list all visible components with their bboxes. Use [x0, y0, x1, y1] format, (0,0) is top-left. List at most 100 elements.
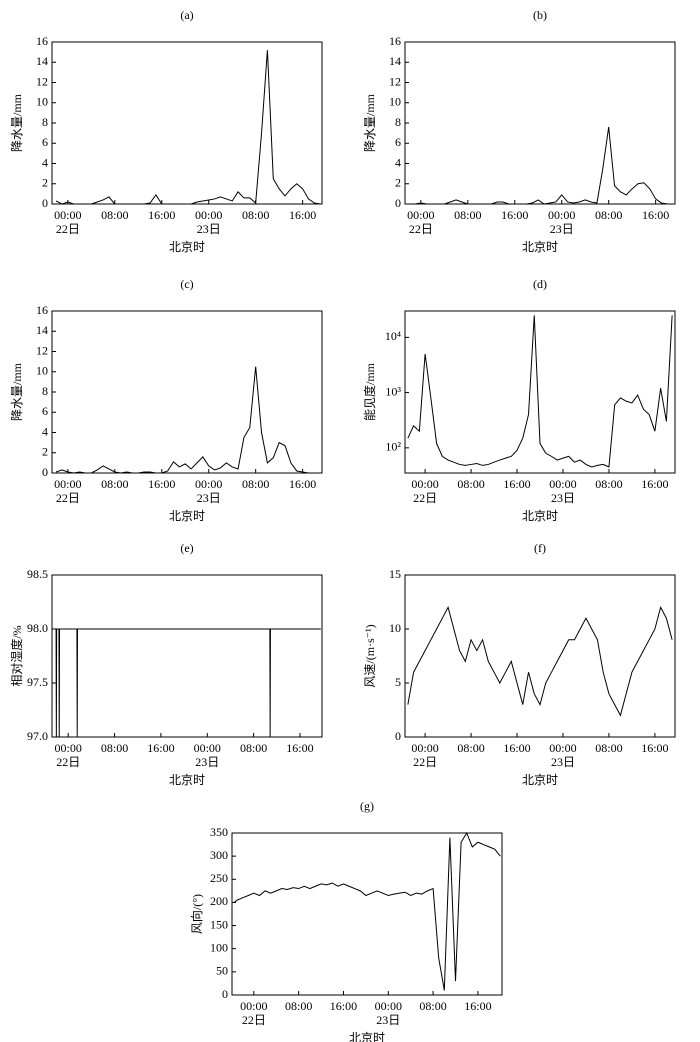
y-tick-label: 250: [210, 871, 228, 885]
day-label: 22日: [242, 1013, 266, 1027]
y-axis-label: 相对湿度/%: [9, 625, 24, 686]
y-tick-label: 0: [395, 729, 401, 743]
y-axis-label: 降水量/mm: [363, 93, 377, 152]
y-tick-label: 0: [42, 196, 48, 210]
x-tick-label: 16:00: [289, 208, 316, 222]
y-tick-label: 16: [389, 34, 401, 48]
day-label: 23日: [197, 491, 221, 505]
x-tick-label: 16:00: [289, 477, 316, 491]
x-tick-label: 08:00: [101, 477, 128, 491]
x-tick-label: 08:00: [419, 999, 446, 1013]
plot-frame: [404, 310, 676, 474]
x-axis-label: 北京时: [522, 509, 558, 523]
x-tick-label: 16:00: [330, 999, 357, 1013]
plot-frame: [51, 310, 323, 474]
panel-label: (b): [533, 8, 547, 22]
y-tick-label: 10⁴: [385, 329, 401, 343]
day-label: 22日: [413, 755, 437, 769]
y-tick-label: 97.5: [27, 675, 48, 689]
data-line: [233, 831, 501, 991]
x-tick-label: 00:00: [194, 741, 221, 755]
x-tick-label: 00:00: [411, 741, 438, 755]
y-tick-label: 8: [42, 115, 48, 129]
y-tick-label: 6: [42, 404, 48, 418]
x-tick-label: 00:00: [548, 208, 575, 222]
day-label: 23日: [376, 1013, 400, 1027]
x-tick-label: 16:00: [501, 208, 528, 222]
x-tick-label: 16:00: [147, 741, 174, 755]
x-tick-label: 00:00: [549, 477, 576, 491]
plot-frame: [231, 832, 503, 996]
y-tick-label: 10³: [385, 384, 401, 398]
x-axis-label: 北京时: [169, 240, 205, 254]
x-tick-label: 08:00: [595, 477, 622, 491]
x-tick-label: 16:00: [641, 741, 668, 755]
panel-label: (a): [180, 8, 193, 22]
data-line: [409, 126, 674, 205]
plot-frame: [404, 574, 676, 738]
plot-frame: [51, 41, 323, 205]
x-tick-label: 08:00: [457, 477, 484, 491]
x-tick-label: 08:00: [240, 741, 267, 755]
y-tick-label: 4: [42, 424, 48, 438]
x-tick-label: 16:00: [148, 208, 175, 222]
x-tick-label: 16:00: [503, 477, 530, 491]
panel-label: (f): [534, 541, 546, 555]
data-line: [407, 315, 673, 468]
y-tick-label: 200: [210, 894, 228, 908]
day-label: 22日: [56, 755, 80, 769]
y-tick-label: 12: [36, 343, 48, 357]
y-tick-label: 14: [389, 54, 401, 68]
y-tick-label: 14: [36, 323, 48, 337]
y-tick-label: 2: [42, 176, 48, 190]
y-axis-label: 风速/(m·s⁻¹): [363, 624, 377, 687]
day-label: 22日: [56, 491, 80, 505]
y-tick-label: 15: [389, 567, 401, 581]
plot-frame: [404, 41, 676, 205]
x-tick-label: 00:00: [195, 208, 222, 222]
y-tick-label: 10: [36, 95, 48, 109]
x-tick-label: 00:00: [407, 208, 434, 222]
y-tick-label: 98.0: [27, 621, 48, 635]
y-tick-label: 4: [42, 155, 48, 169]
x-tick-label: 16:00: [464, 999, 491, 1013]
y-tick-label: 0: [222, 987, 228, 1001]
y-tick-label: 100: [210, 940, 228, 954]
y-tick-label: 16: [36, 34, 48, 48]
day-label: 23日: [195, 755, 219, 769]
y-tick-label: 2: [395, 176, 401, 190]
y-tick-label: 300: [210, 848, 228, 862]
y-tick-label: 6: [42, 135, 48, 149]
y-tick-label: 150: [210, 917, 228, 931]
data-line: [53, 628, 321, 738]
y-tick-label: 98.5: [27, 567, 48, 581]
x-tick-label: 08:00: [595, 208, 622, 222]
x-tick-label: 08:00: [242, 477, 269, 491]
x-tick-label: 16:00: [286, 741, 313, 755]
y-tick-label: 14: [36, 54, 48, 68]
x-axis-label: 北京时: [522, 773, 558, 787]
y-axis-label: 能见度/mm: [362, 362, 377, 421]
y-tick-label: 97.0: [27, 729, 48, 743]
x-tick-label: 00:00: [54, 477, 81, 491]
y-tick-label: 2: [42, 445, 48, 459]
data-line: [55, 50, 321, 205]
x-tick-label: 08:00: [454, 208, 481, 222]
y-tick-label: 8: [42, 384, 48, 398]
x-tick-label: 00:00: [549, 741, 576, 755]
y-axis-label: 降水量/mm: [10, 362, 24, 421]
y-tick-label: 6: [395, 135, 401, 149]
x-tick-label: 00:00: [54, 208, 81, 222]
x-tick-label: 08:00: [101, 208, 128, 222]
x-tick-label: 08:00: [242, 208, 269, 222]
x-tick-label: 08:00: [285, 999, 312, 1013]
plot-frame: [51, 574, 323, 738]
y-tick-label: 50: [216, 964, 228, 978]
data-line: [55, 366, 321, 474]
x-tick-label: 16:00: [148, 477, 175, 491]
x-tick-label: 16:00: [642, 208, 669, 222]
y-tick-label: 16: [36, 303, 48, 317]
day-label: 23日: [550, 222, 574, 236]
x-tick-label: 08:00: [457, 741, 484, 755]
